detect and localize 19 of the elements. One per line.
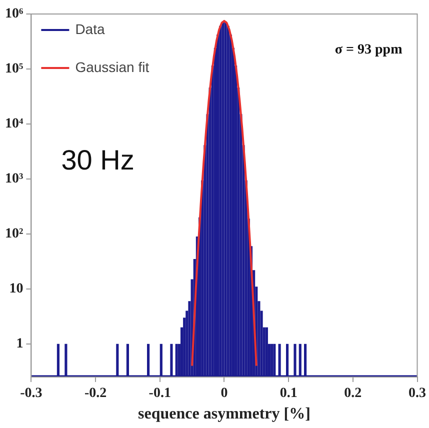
y-tick-label: 1 <box>16 336 24 352</box>
annotation: σ = 93 ppm <box>334 42 403 58</box>
x-tick-label: -0.2 <box>84 386 107 402</box>
y-tick-label: 10⁶ <box>4 6 24 22</box>
y-tick-label: 10⁵ <box>4 62 24 77</box>
x-tick-label: 0.2 <box>344 386 362 402</box>
x-tick-label: 0 <box>220 386 228 402</box>
x-axis-title: sequence asymmetry [%] <box>138 406 310 423</box>
y-tick-label: 10³ <box>4 172 24 187</box>
y-tick-label: 10 <box>9 282 24 297</box>
x-tick-label: 0.1 <box>280 386 298 402</box>
y-tick-label: 10⁴ <box>4 116 24 132</box>
annotation: 30 Hz <box>61 144 134 176</box>
legend-label: Data <box>75 20 105 37</box>
y-tick-label: 10² <box>4 226 24 242</box>
x-tick-label: -0.1 <box>148 386 171 402</box>
legend-label: Gaussian fit <box>75 58 150 75</box>
x-tick-label: -0.3 <box>20 386 42 402</box>
x-tick-label: 0.3 <box>408 386 426 402</box>
